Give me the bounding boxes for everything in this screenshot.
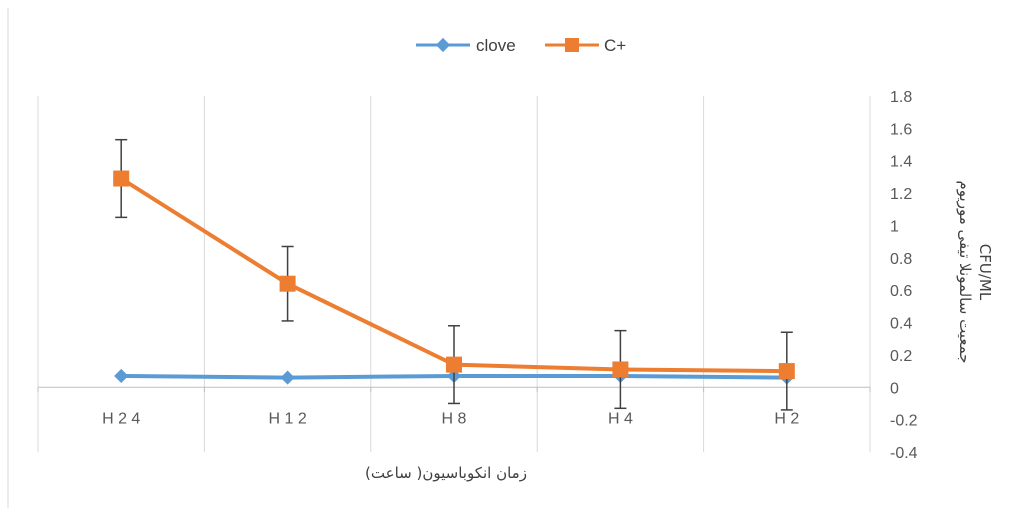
- y-tick-label: 1.4: [890, 154, 912, 171]
- series-cplus: [113, 138, 795, 411]
- y-tick-label: 0.2: [890, 348, 912, 365]
- data-point: [114, 368, 129, 384]
- data-point: [279, 275, 296, 292]
- data-point: [612, 361, 629, 378]
- y-tick-label: 1.2: [890, 186, 912, 203]
- data-point: [113, 170, 130, 187]
- x-tick-label: H 8: [442, 410, 467, 427]
- legend-marker-clove: [435, 37, 451, 53]
- y-tick-label: 0.6: [890, 283, 912, 300]
- y-axis-title-line2: CFU/ML: [976, 244, 994, 301]
- legend-label-clove: clove: [476, 36, 516, 55]
- y-tick-label: 1.8: [890, 89, 912, 106]
- data-point: [778, 363, 795, 380]
- y-tick-label: -0.4: [890, 445, 918, 462]
- y-tick-label: 0: [890, 380, 899, 397]
- y-axis-title-line1: جمعیت سالمونلا تیفی موریوم: [956, 180, 974, 363]
- series-layer: [113, 138, 795, 411]
- x-tick-label: H 2: [774, 410, 799, 427]
- x-axis-title: زمان انکوباسیون( ساعت): [365, 464, 527, 482]
- legend: clove C+: [416, 36, 626, 55]
- legend-item-clove: clove: [416, 36, 516, 55]
- x-axis-tick-labels: H 2 4 H 1 2 H 8 H 4 H 2: [102, 410, 799, 427]
- data-point: [280, 370, 295, 385]
- data-point: [446, 356, 462, 373]
- x-tick-label: H 2 4: [102, 410, 140, 427]
- vertical-gridlines: [37, 96, 871, 452]
- legend-marker-cplus: [565, 38, 579, 52]
- x-tick-label: H 4: [608, 410, 633, 427]
- legend-label-cplus: C+: [604, 36, 626, 55]
- x-tick-label: H 1 2: [268, 410, 306, 427]
- legend-item-cplus: C+: [545, 36, 626, 55]
- y-tick-label: -0.2: [890, 413, 918, 430]
- y-tick-label: 0.4: [890, 316, 912, 333]
- y-axis-title: جمعیت سالمونلا تیفی موریوم CFU/ML: [956, 180, 994, 363]
- y-axis-tick-labels: -0.4 -0.2 0 0.2 0.4 0.6 0.8 1 1.2 1.4 1.6 1.8: [890, 89, 918, 462]
- y-tick-label: 1: [890, 218, 899, 235]
- y-tick-label: 0.8: [890, 251, 912, 268]
- y-tick-label: 1.6: [890, 121, 912, 138]
